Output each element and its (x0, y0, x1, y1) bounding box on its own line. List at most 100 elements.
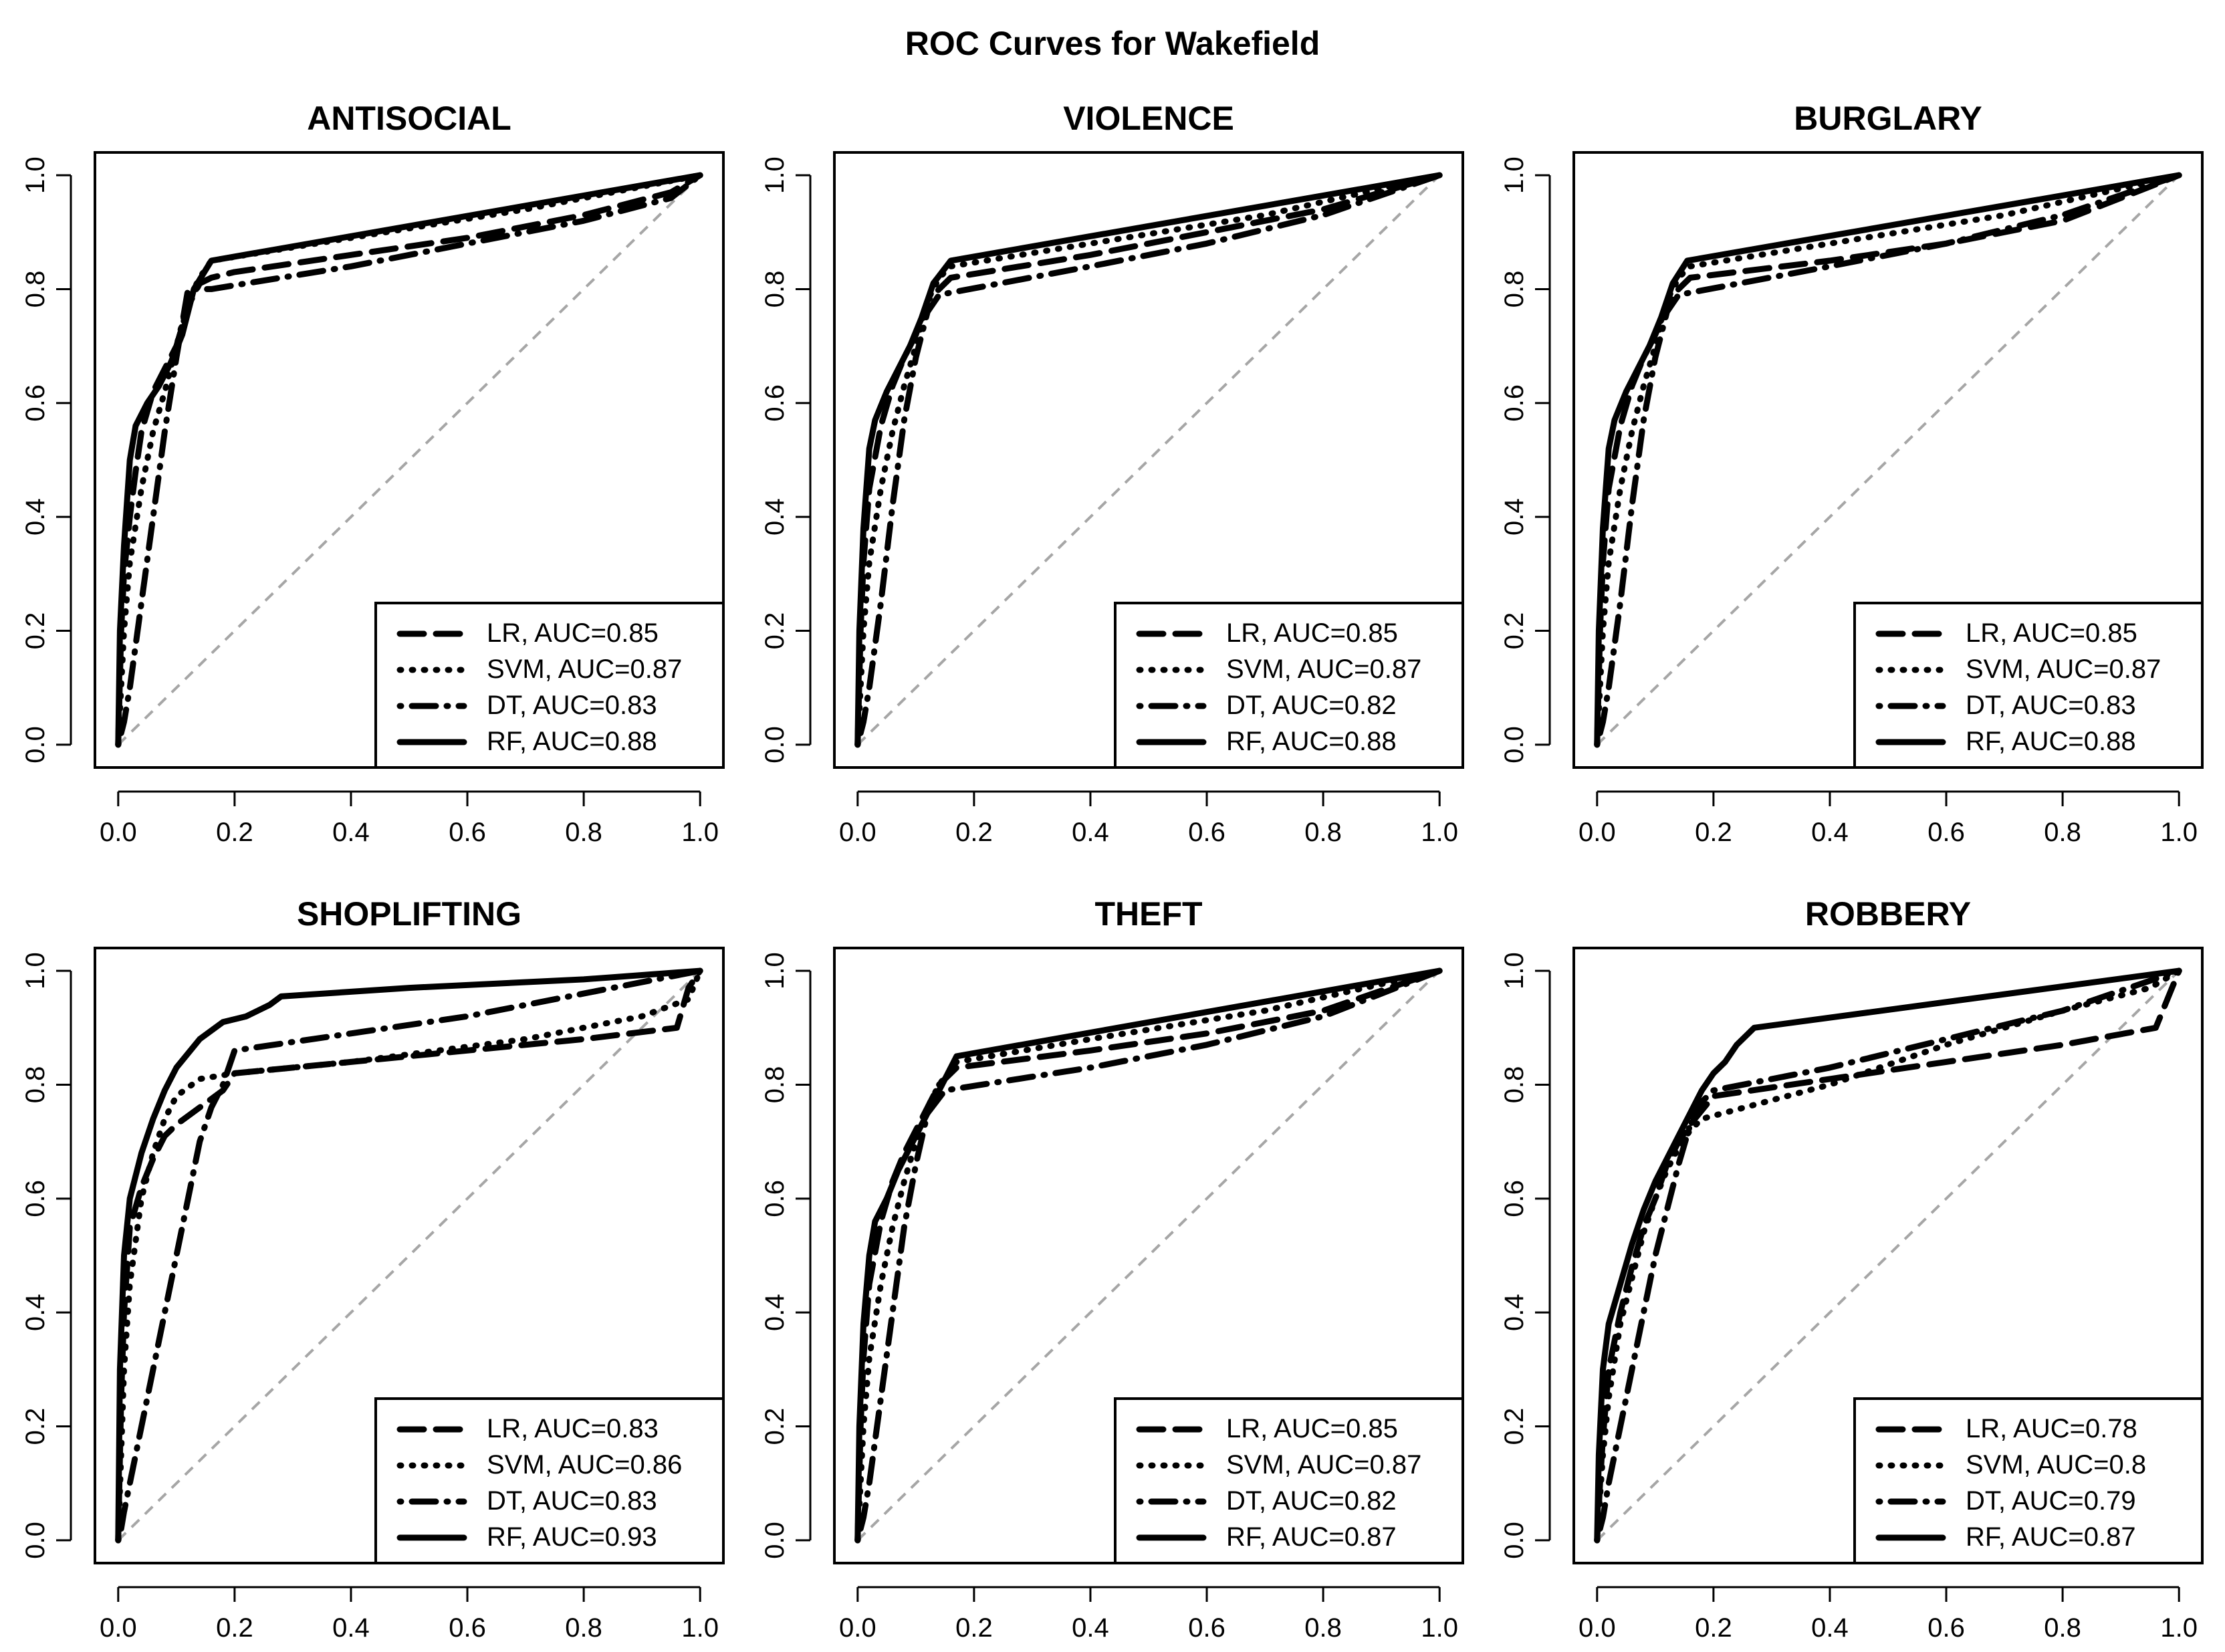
panel-title: VIOLENCE (1063, 100, 1234, 137)
y-tick-label: 0.6 (1500, 1180, 1529, 1217)
x-tick-label: 0.6 (1927, 818, 1965, 847)
legend-label-svm: SVM, AUC=0.87 (1226, 655, 1421, 684)
x-tick-label: 0.4 (332, 818, 370, 847)
roc-curve-dt (1594, 172, 2182, 748)
y-tick-label: 0.4 (21, 1294, 50, 1331)
legend-label-lr: LR, AUC=0.85 (1966, 618, 2137, 648)
x-tick-label: 0.4 (332, 1613, 370, 1643)
legend-label-dt: DT, AUC=0.82 (1226, 691, 1397, 720)
panel-robbery: ROBBERY 0.0 0.2 0.4 0.6 0.8 1.0 0.0 0.2 0.4 0.6 0.8… (1500, 895, 2204, 1643)
x-tick-label: 0.6 (1927, 1613, 1965, 1643)
legend-label-rf: RF, AUC=0.88 (1966, 727, 2136, 756)
roc-curve-rf (115, 967, 703, 1544)
legend-label-lr: LR, AUC=0.78 (1966, 1414, 2137, 1443)
y-tick-label: 0.4 (760, 1294, 790, 1331)
legend-label-lr: LR, AUC=0.85 (487, 618, 659, 648)
roc-curve-lr (115, 967, 703, 1544)
panel-title: THEFT (1094, 895, 1202, 933)
roc-curve-rf (1594, 967, 2182, 1544)
legend-label-dt: DT, AUC=0.79 (1966, 1486, 2136, 1516)
x-tick-label: 0.4 (1811, 1613, 1849, 1643)
legend-label-lr: LR, AUC=0.83 (487, 1414, 659, 1443)
roc-curve-rf (854, 172, 1443, 748)
roc-curve-lr (115, 172, 703, 748)
y-tick-label: 1.0 (760, 952, 790, 989)
legend-label-dt: DT, AUC=0.83 (487, 1486, 657, 1516)
x-tick-label: 0.8 (1304, 1613, 1342, 1643)
y-tick-label: 0.8 (1500, 1066, 1529, 1104)
y-tick-label: 0.6 (21, 1180, 50, 1217)
y-tick-label: 0.6 (21, 384, 50, 422)
x-tick-label: 0.4 (1811, 818, 1849, 847)
y-tick-label: 0.6 (760, 1180, 790, 1217)
roc-curve-svm (854, 172, 1443, 748)
roc-curve-dt (115, 967, 703, 1544)
x-tick-label: 0.0 (839, 1613, 876, 1643)
legend-label-dt: DT, AUC=0.83 (1966, 691, 2136, 720)
legend-label-svm: SVM, AUC=0.87 (1226, 1450, 1421, 1480)
legend: LR, AUC=0.85 SVM, AUC=0.87 DT, AUC=0.83 RF,… (1853, 602, 2204, 769)
panel-title: ANTISOCIAL (307, 100, 511, 137)
x-tick-label: 0.2 (1695, 1613, 1732, 1643)
roc-curve-rf (115, 172, 703, 748)
y-tick-label: 0.0 (1500, 726, 1529, 763)
legend-label-rf: RF, AUC=0.88 (487, 727, 657, 756)
figure-title: ROC Curves for Wakefield (905, 25, 1320, 62)
roc-curve-dt (1594, 967, 2182, 1544)
legend-label-dt: DT, AUC=0.83 (487, 691, 657, 720)
x-tick-label: 0.2 (955, 1613, 993, 1643)
panels: ANTISOCIAL 0.0 0.2 0.4 0.6 0.8 1.0 0.0 0.2 0.4 0.6… (21, 100, 2204, 1643)
legend: LR, AUC=0.85 SVM, AUC=0.87 DT, AUC=0.83 RF,… (374, 602, 725, 769)
x-tick-label: 0.0 (839, 818, 876, 847)
y-tick-label: 0.8 (760, 271, 790, 308)
y-tick-label: 0.2 (760, 612, 790, 650)
legend-label-svm: SVM, AUC=0.87 (487, 655, 682, 684)
legend-label-rf: RF, AUC=0.87 (1226, 1522, 1397, 1552)
panel-antisocial: ANTISOCIAL 0.0 0.2 0.4 0.6 0.8 1.0 0.0 0.2 0.4 0.6… (21, 100, 725, 847)
y-tick-label: 0.2 (760, 1408, 790, 1445)
roc-curve-rf (1594, 172, 2182, 748)
x-tick-label: 1.0 (2160, 1613, 2198, 1643)
y-tick-label: 0.4 (21, 498, 50, 536)
roc-curve-rf (854, 967, 1443, 1544)
diagonal-reference-line (117, 969, 701, 1542)
diagonal-reference-line (856, 174, 1441, 746)
x-tick-label: 0.2 (216, 818, 253, 847)
y-tick-label: 0.8 (760, 1066, 790, 1104)
panel-title: ROBBERY (1805, 895, 1971, 933)
panel-violence: VIOLENCE 0.0 0.2 0.4 0.6 0.8 1.0 0.0 0.2 0.4 0.6 0.… (760, 100, 1464, 847)
x-tick-label: 0.8 (1304, 818, 1342, 847)
roc-curve-dt (854, 967, 1443, 1544)
legend-label-lr: LR, AUC=0.85 (1226, 1414, 1398, 1443)
panel-title: SHOPLIFTING (297, 895, 521, 933)
panel-shoplifting: SHOPLIFTING 0.0 0.2 0.4 0.6 0.8 1.0 0.0 0.2 0.4 0.… (21, 895, 725, 1643)
legend: LR, AUC=0.83 SVM, AUC=0.86 DT, AUC=0.83 RF,… (374, 1397, 725, 1564)
panel-burglary: BURGLARY 0.0 0.2 0.4 0.6 0.8 1.0 0.0 0.2 0.4 0.6 0.… (1500, 100, 2204, 847)
roc-curve-svm (854, 967, 1443, 1544)
x-tick-label: 1.0 (2160, 818, 2198, 847)
legend-label-svm: SVM, AUC=0.86 (487, 1450, 682, 1480)
y-tick-label: 0.4 (760, 498, 790, 536)
y-tick-label: 0.8 (1500, 271, 1529, 308)
y-tick-label: 0.2 (1500, 612, 1529, 650)
legend-label-rf: RF, AUC=0.88 (1226, 727, 1397, 756)
y-tick-label: 0.2 (21, 612, 50, 650)
panel-theft: THEFT 0.0 0.2 0.4 0.6 0.8 1.0 0.0 0.2 0.4 0.6 0.8 1.… (760, 895, 1464, 1643)
roc-curve-svm (1594, 172, 2182, 748)
x-tick-label: 0.8 (2044, 1613, 2081, 1643)
y-tick-label: 0.4 (1500, 1294, 1529, 1331)
y-tick-label: 0.0 (760, 726, 790, 763)
legend-label-rf: RF, AUC=0.87 (1966, 1522, 2136, 1552)
x-tick-label: 1.0 (1421, 818, 1458, 847)
legend-label-svm: SVM, AUC=0.8 (1966, 1450, 2146, 1480)
x-tick-label: 1.0 (1421, 1613, 1458, 1643)
x-tick-label: 0.0 (1578, 1613, 1616, 1643)
legend: LR, AUC=0.85 SVM, AUC=0.87 DT, AUC=0.82 RF,… (1114, 602, 1464, 769)
legend-label-svm: SVM, AUC=0.87 (1966, 655, 2161, 684)
y-tick-label: 0.0 (21, 726, 50, 763)
y-tick-label: 0.0 (21, 1522, 50, 1559)
y-tick-label: 0.8 (21, 1066, 50, 1104)
y-tick-label: 0.2 (1500, 1408, 1529, 1445)
